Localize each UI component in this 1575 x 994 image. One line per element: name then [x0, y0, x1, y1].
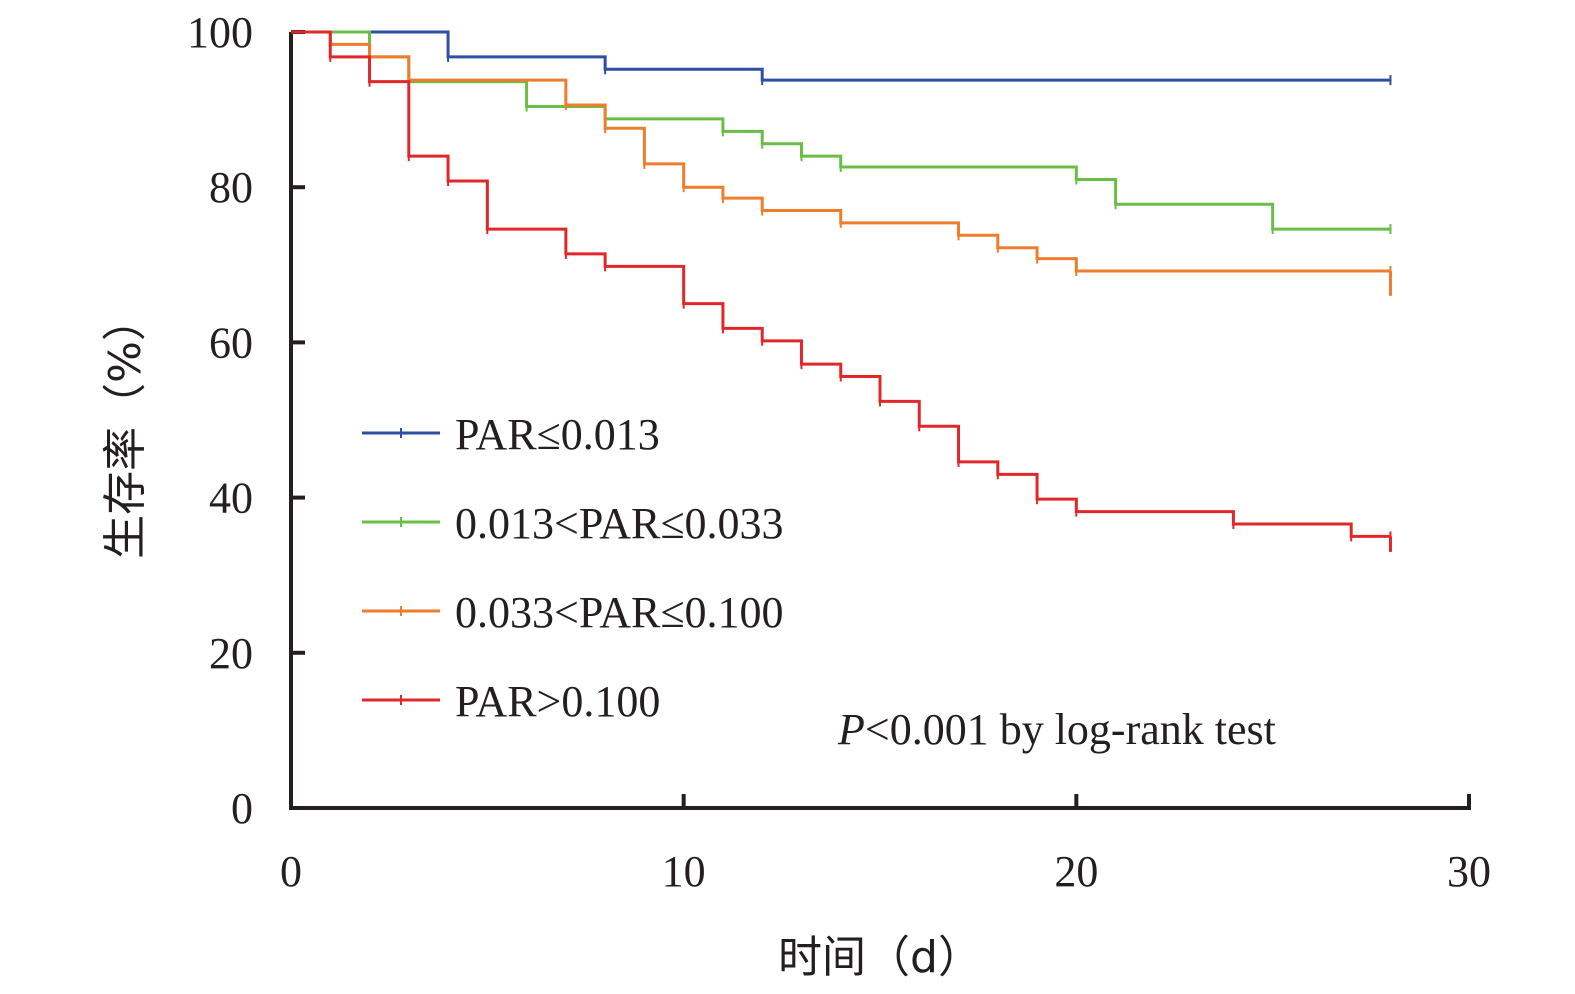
series-4: [291, 30, 1392, 552]
legend-label: 0.033<PAR≤0.100: [455, 588, 784, 637]
y-tick-label: 60: [209, 318, 253, 367]
pvalue-text: <0.001 by log-rank test: [865, 705, 1276, 754]
x-ticks: 0 10 20 30: [280, 794, 1491, 896]
legend: PAR≤0.013 0.013<PAR≤0.033 0.033<PAR≤0.100 P…: [362, 410, 784, 726]
pvalue-symbol: P: [837, 705, 865, 754]
y-tick: 40: [209, 474, 305, 523]
y-tick-label: 80: [209, 163, 253, 212]
x-tick-label: 20: [1054, 847, 1098, 896]
x-tick-label: 10: [662, 847, 706, 896]
y-tick-label: 0: [231, 784, 253, 833]
series-line: [291, 30, 1391, 82]
y-tick-label: 40: [209, 474, 253, 523]
legend-label: PAR>0.100: [455, 677, 660, 726]
x-tick: 30: [1447, 794, 1491, 896]
pvalue-annotation: P<0.001 by log-rank test: [837, 705, 1276, 754]
y-tick: 100: [187, 8, 305, 57]
series-3: [291, 30, 1392, 296]
x-tick: 20: [1054, 794, 1098, 896]
series-layer: [291, 30, 1392, 552]
y-tick-label: 20: [209, 629, 253, 678]
series-line: [291, 30, 1391, 231]
y-tick: 0: [231, 784, 305, 833]
x-tick-label: 0: [280, 847, 302, 896]
legend-label: 0.013<PAR≤0.033: [455, 499, 784, 548]
series-line: [291, 30, 1391, 273]
x-axis-title: 时间（d）: [778, 932, 982, 983]
y-axis-title: 生存率（%）: [100, 297, 151, 559]
y-ticks: 0 20 40 60 80 100: [187, 8, 305, 833]
x-tick: 0: [280, 794, 302, 896]
series-2: [291, 30, 1392, 235]
legend-item: 0.013<PAR≤0.033: [362, 499, 784, 548]
y-tick: 80: [209, 163, 305, 212]
y-tick: 60: [209, 318, 305, 367]
legend-item: PAR≤0.013: [362, 410, 660, 459]
legend-item: PAR>0.100: [362, 677, 660, 726]
x-tick-label: 30: [1447, 847, 1491, 896]
series-1: [291, 30, 1392, 86]
legend-label: PAR≤0.013: [455, 410, 660, 459]
axes: 0 20 40 60 80 100 0 10 20 30: [187, 8, 1491, 896]
x-tick: 10: [662, 794, 706, 896]
y-tick-label: 100: [187, 8, 253, 57]
y-tick: 20: [209, 629, 305, 678]
legend-item: 0.033<PAR≤0.100: [362, 588, 784, 637]
series-line: [291, 30, 1391, 538]
